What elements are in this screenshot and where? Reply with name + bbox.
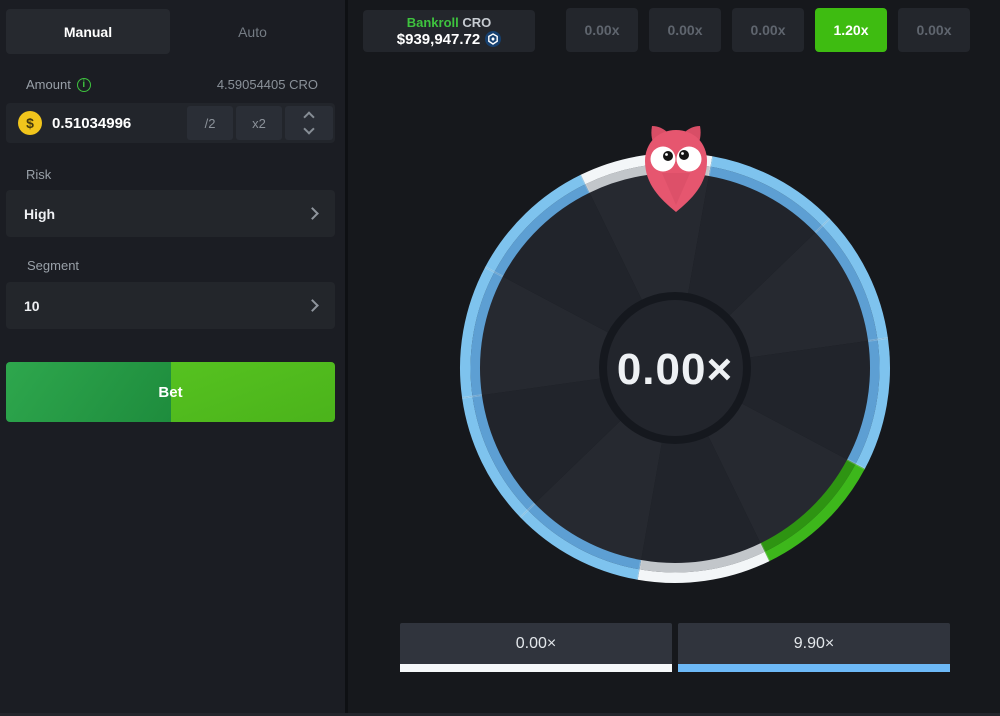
amount-label-text: Amount (26, 77, 71, 92)
segment-label: Segment (27, 258, 80, 273)
chevron-right-icon (306, 207, 319, 220)
wheel-center-multiplier: 0.00× (617, 345, 733, 394)
chevron-up-icon[interactable] (303, 111, 315, 123)
history-button[interactable]: 0.00x (649, 8, 721, 52)
result-bar: 9.90× (678, 623, 950, 672)
bet-button-label: Bet (158, 383, 183, 401)
amount-label: Amount (26, 77, 91, 92)
history-button[interactable]: 0.00x (898, 8, 970, 52)
dollar-coin-icon (18, 111, 42, 135)
half-amount-button[interactable]: /2 (187, 106, 233, 140)
wheel-segments (460, 153, 890, 583)
history-button[interactable]: 1.20x (815, 8, 887, 52)
amount-converted-value: 4.59054405 CRO (216, 77, 318, 92)
result-underline (678, 664, 950, 672)
bankroll-currency: CRO (462, 14, 492, 30)
bet-button[interactable]: Bet (6, 362, 335, 422)
result-underline (400, 664, 672, 672)
cro-icon (485, 31, 502, 47)
history-button[interactable]: 0.00x (566, 8, 638, 52)
bet-button-progress (6, 362, 171, 422)
history-button[interactable]: 0.00x (732, 8, 804, 52)
bankroll-amount-row: $939,947.72 (396, 30, 502, 48)
amount-input-row[interactable]: /2 x2 (6, 103, 335, 143)
result-multiplier: 9.90× (793, 634, 835, 652)
wheel: 0.00× (460, 126, 890, 583)
amount-input[interactable] (52, 103, 182, 143)
risk-value: High (24, 205, 56, 222)
bankroll-box: Bankroll CRO $939,947.72 (363, 10, 535, 52)
tab-auto[interactable]: Auto (238, 23, 267, 40)
chevron-down-icon[interactable] (303, 123, 315, 135)
panel-divider (345, 0, 348, 713)
bankroll-title: Bankroll (406, 14, 459, 30)
risk-label: Risk (26, 167, 52, 182)
result-bar: 0.00× (400, 623, 672, 672)
risk-select[interactable]: High (6, 190, 335, 237)
segment-value: 10 (24, 297, 40, 314)
bankroll-title-row: Bankroll CRO (407, 15, 492, 30)
owl-pointer-icon (645, 126, 707, 212)
bankroll-amount: $939,947.72 (396, 30, 481, 48)
info-icon[interactable] (76, 77, 91, 92)
double-amount-button[interactable]: x2 (236, 106, 282, 140)
chevron-right-icon (306, 299, 319, 312)
result-multiplier: 0.00× (515, 634, 557, 652)
amount-stepper[interactable] (285, 106, 333, 140)
segment-select[interactable]: 10 (6, 282, 335, 329)
bet-button-fill (170, 362, 335, 422)
bet-panel: Manual Auto Amount 4.59054405 CRO /2 x2 … (0, 0, 345, 713)
tab-manual[interactable]: Manual (6, 9, 170, 54)
